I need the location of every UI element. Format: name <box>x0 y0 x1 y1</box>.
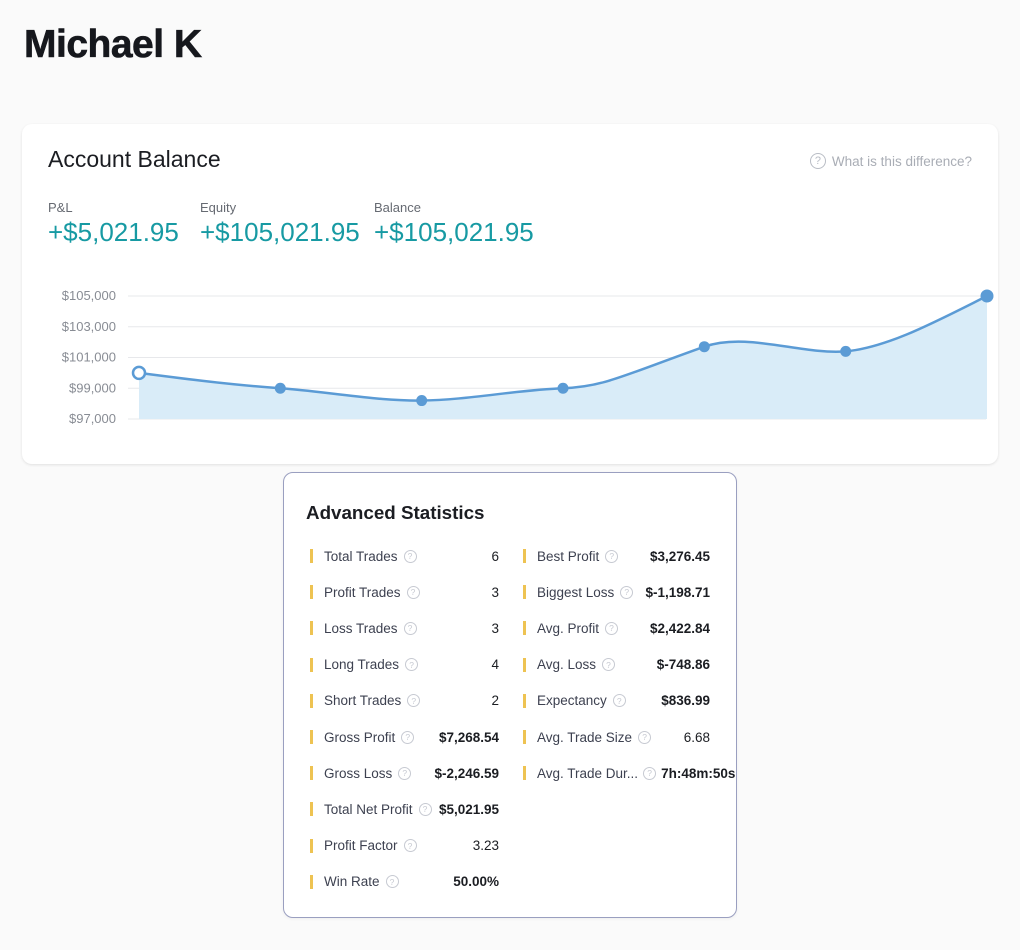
svg-text:$97,000: $97,000 <box>69 411 116 426</box>
svg-text:$99,000: $99,000 <box>69 380 116 395</box>
svg-text:$103,000: $103,000 <box>62 319 116 334</box>
svg-text:$105,000: $105,000 <box>62 288 116 303</box>
svg-text:$101,000: $101,000 <box>62 350 116 365</box>
